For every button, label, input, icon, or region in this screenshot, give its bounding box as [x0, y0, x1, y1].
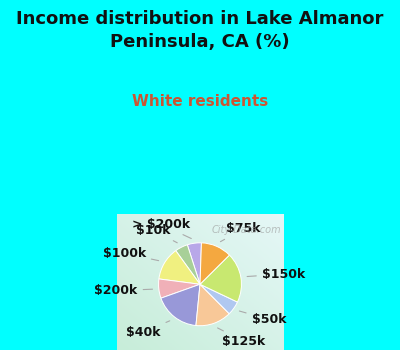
Wedge shape: [159, 251, 200, 284]
Text: City-Data.com: City-Data.com: [212, 225, 282, 235]
Text: $40k: $40k: [126, 321, 170, 338]
Wedge shape: [187, 243, 202, 284]
Text: > $200k: > $200k: [132, 218, 191, 239]
Text: $100k: $100k: [103, 247, 159, 261]
Text: $150k: $150k: [247, 267, 305, 281]
Wedge shape: [196, 284, 229, 326]
Wedge shape: [176, 245, 200, 284]
Wedge shape: [200, 255, 242, 302]
Text: Income distribution in Lake Almanor
Peninsula, CA (%): Income distribution in Lake Almanor Peni…: [16, 10, 384, 51]
Text: $75k: $75k: [220, 222, 261, 242]
Text: White residents: White residents: [132, 94, 268, 110]
Wedge shape: [200, 243, 230, 284]
Wedge shape: [158, 279, 200, 298]
Wedge shape: [200, 284, 238, 314]
Text: $200k: $200k: [94, 284, 152, 297]
Text: $125k: $125k: [218, 328, 266, 348]
Wedge shape: [161, 284, 200, 326]
Text: $10k: $10k: [136, 224, 177, 243]
Text: $50k: $50k: [239, 311, 286, 326]
